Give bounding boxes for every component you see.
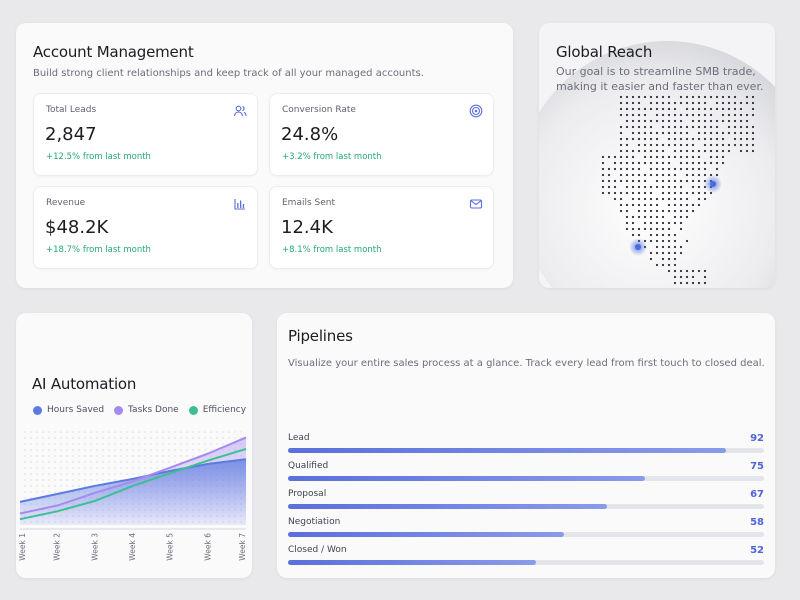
x-tick-label: Week 6 [203, 533, 212, 561]
ai-automation-card: AI Automation Hours Saved Tasks Done Eff… [16, 313, 252, 578]
stage-value: 75 [750, 461, 764, 472]
pipeline-stage-negotiation[interactable]: Negotiation 58 [288, 517, 764, 539]
series-line-hours-saved [19, 458, 247, 503]
x-tick-label: Week 3 [90, 533, 99, 561]
stage-bar [288, 448, 726, 453]
pipeline-stage-closed-won[interactable]: Closed / Won 52 [288, 545, 764, 567]
stat-label: Revenue [46, 198, 86, 208]
stage-value: 58 [750, 517, 764, 528]
stage-track [288, 448, 764, 453]
legend-dot [188, 405, 198, 415]
global-reach-card: Global Reach Our goal is to streamline S… [539, 23, 775, 288]
stat-change: +3.2% from last month [282, 152, 382, 162]
stage-bar [288, 476, 645, 481]
stage-track [288, 560, 764, 565]
pipelines-title: Pipelines [288, 327, 353, 345]
bar-chart-icon [234, 199, 245, 210]
account-management-card: Account Management Build strong client r… [16, 23, 513, 288]
users-icon [233, 105, 247, 117]
stat-card-conversion-rate[interactable]: Conversion Rate 24.8% +3.2% from last mo… [269, 93, 494, 176]
account-title: Account Management [33, 43, 194, 61]
legend-dot [33, 405, 42, 415]
stat-change: +8.1% from last month [282, 245, 382, 255]
stat-card-revenue[interactable]: Revenue $48.2K +18.7% from last month [33, 186, 258, 269]
mail-icon [469, 199, 483, 209]
x-tick-label: Week 2 [53, 533, 62, 561]
stat-value: $48.2K [45, 217, 109, 238]
x-tick-label: Week 4 [128, 533, 137, 561]
stage-label: Closed / Won [288, 545, 347, 555]
stat-change: +18.7% from last month [46, 245, 151, 255]
stage-bar [288, 504, 607, 509]
x-tick-label: Week 5 [166, 533, 175, 561]
account-subtitle: Build strong client relationships and ke… [33, 68, 424, 79]
pipeline-stage-proposal[interactable]: Proposal 67 [288, 489, 764, 511]
stat-change: +12.5% from last month [46, 152, 151, 162]
legend-label: Tasks Done [128, 405, 179, 415]
ai-title: AI Automation [32, 375, 137, 393]
pipelines-card: Pipelines Visualize your entire sales pr… [277, 313, 775, 578]
stat-value: 24.8% [281, 124, 339, 145]
chart-legend: Hours Saved Tasks Done Efficiency [33, 405, 246, 415]
stat-card-total-leads[interactable]: Total Leads 2,847 +12.5% from last month [33, 93, 258, 176]
legend-item-efficiency[interactable]: Efficiency [188, 405, 247, 415]
stage-track [288, 532, 764, 537]
stage-value: 67 [750, 489, 764, 500]
stage-bar [288, 560, 536, 565]
pipeline-stage-lead[interactable]: Lead 92 [288, 433, 764, 455]
stage-track [288, 504, 764, 509]
stage-label: Negotiation [288, 517, 341, 527]
stage-bar [288, 532, 565, 537]
pipeline-stage-qualified[interactable]: Qualified 75 [288, 461, 764, 483]
legend-label: Hours Saved [47, 405, 105, 415]
stage-value: 52 [750, 545, 764, 556]
legend-label: Efficiency [202, 405, 247, 415]
stage-value: 92 [750, 433, 764, 444]
x-tick-label: Week 1 [18, 533, 27, 561]
reach-title: Global Reach [556, 43, 653, 61]
area-hours-saved [20, 459, 246, 525]
pipelines-subtitle: Visualize your entire sales process at a… [288, 358, 765, 369]
continent-dots [601, 95, 755, 285]
stat-value: 2,847 [45, 124, 97, 145]
stat-value: 12.4K [281, 217, 333, 238]
ai-automation-chart: Week 1 Week 2 Week 3 Week 4 Week 5 Week 6 Week… [18, 427, 247, 561]
series-line-efficiency [19, 447, 247, 521]
stat-label: Total Leads [46, 105, 97, 115]
legend-dot [114, 405, 124, 415]
stage-label: Qualified [288, 461, 329, 471]
location-marker-dot [710, 181, 716, 187]
legend-item-hours-saved[interactable]: Hours Saved [33, 405, 104, 415]
stat-card-emails-sent[interactable]: Emails Sent 12.4K +8.1% from last month [269, 186, 494, 269]
stage-track [288, 476, 764, 481]
stat-label: Emails Sent [282, 198, 336, 208]
stat-label: Conversion Rate [282, 105, 356, 115]
target-icon [469, 104, 483, 118]
globe-map [539, 41, 775, 288]
x-tick-label: Week 7 [238, 533, 247, 561]
reach-subtitle: Our goal is to streamline SMB trade, mak… [556, 65, 764, 93]
series-line-tasks-done [19, 436, 247, 515]
legend-item-tasks-done[interactable]: Tasks Done [114, 405, 179, 415]
stage-label: Proposal [288, 489, 327, 499]
stage-label: Lead [288, 433, 310, 443]
location-marker-dot [635, 244, 641, 250]
